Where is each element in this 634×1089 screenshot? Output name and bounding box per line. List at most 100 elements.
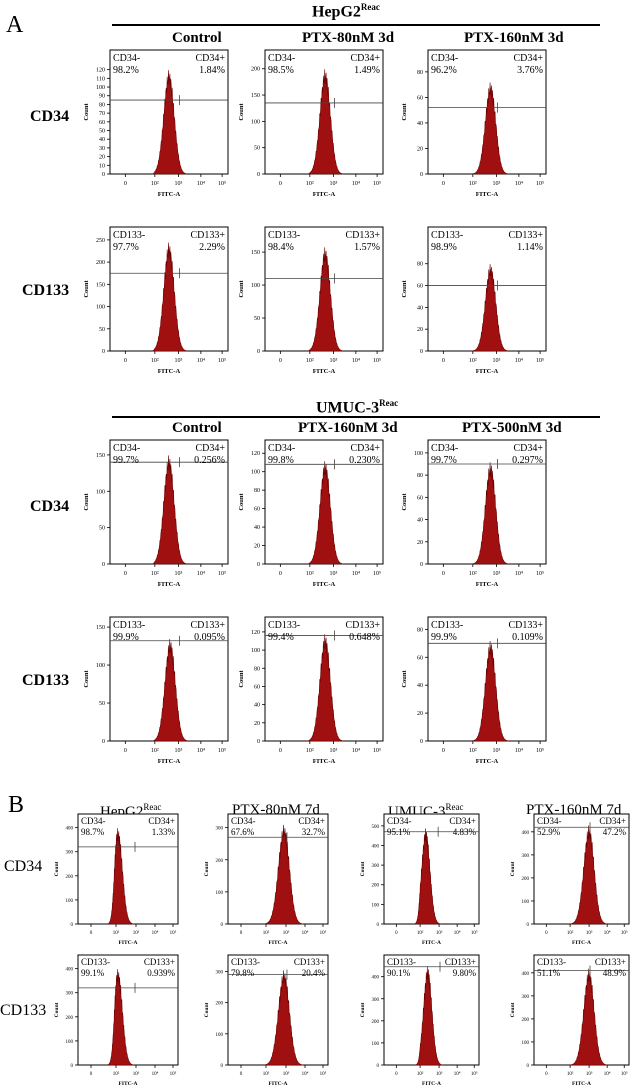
x-tick-label: 10²	[151, 748, 159, 754]
positive-gate-label: CD34+	[350, 443, 380, 454]
x-tick-label: 0	[124, 181, 127, 187]
x-tick-label: 10⁵	[170, 1071, 177, 1077]
x-axis-label: FITC-A	[313, 191, 336, 198]
y-tick-label: 0	[420, 172, 423, 178]
histogram-population	[307, 69, 344, 175]
y-tick-label: 200	[372, 1020, 380, 1025]
y-axis-label: Count	[510, 861, 516, 876]
positive-gate-label: CD133+	[190, 620, 225, 631]
positive-gate-percent: 1.14%	[517, 242, 543, 253]
y-tick-label: 100	[66, 1040, 74, 1045]
x-tick-label: 0	[90, 1072, 93, 1077]
y-axis-label: Count	[238, 492, 245, 510]
x-tick-label: 10²	[306, 358, 314, 364]
y-tick-label: 400	[66, 968, 74, 973]
x-tick-label: 10⁴	[352, 358, 360, 364]
negative-gate-percent: 98.2%	[113, 65, 139, 76]
y-tick-label: 50	[99, 327, 105, 333]
positive-gate-label: CD34+	[449, 816, 476, 826]
col-title-umuc3-control: Control	[172, 420, 222, 436]
y-tick-label: 0	[257, 739, 260, 745]
negative-gate-label: CD133-	[431, 230, 463, 241]
positive-gate-label: CD34+	[298, 816, 325, 826]
positive-gate-percent: 0.297%	[512, 455, 543, 466]
x-tick-label: 10²	[417, 1071, 424, 1077]
x-tick-label: 10⁴	[604, 1071, 611, 1077]
x-tick-label: 0	[395, 1072, 398, 1077]
x-tick-label: 10³	[493, 358, 501, 364]
panel-b-letter: B	[8, 792, 25, 818]
negative-gate-percent: 99.9%	[431, 632, 457, 643]
x-tick-label: 0	[442, 358, 445, 364]
row-label-a-hepg2-cd133: CD133	[22, 282, 70, 299]
negative-gate-percent: 95.1%	[387, 827, 411, 837]
y-tick-label: 200	[96, 260, 105, 266]
x-tick-label: 10⁵	[170, 930, 177, 936]
y-tick-label: 0	[527, 1064, 530, 1069]
histogram-population	[107, 828, 134, 925]
x-tick-label: 10²	[263, 1071, 270, 1077]
group-title-hepg2: HepG2Reac	[312, 2, 380, 21]
x-tick-label: 0	[395, 931, 398, 936]
x-tick-label: 10³	[493, 181, 501, 187]
x-tick-label: 10²	[306, 181, 314, 187]
flow-histogram-18: 0 100 200 300 0 10² 10³ 10⁴ 10⁵ FITC-A Count CD133-…	[204, 954, 329, 1087]
y-tick-label: 50	[99, 701, 105, 707]
y-tick-label: 100	[96, 663, 105, 669]
negative-gate-percent: 79.8%	[231, 968, 255, 978]
y-tick-label: 100	[216, 1033, 224, 1038]
negative-gate-label: CD34-	[268, 53, 295, 64]
x-tick-label: 0	[279, 571, 282, 577]
y-tick-label: 100	[96, 85, 105, 91]
y-tick-label: 20	[99, 155, 105, 161]
x-tick-label: 10⁵	[471, 1071, 478, 1077]
x-axis-label: FITC-A	[572, 940, 591, 946]
x-tick-label: 0	[240, 931, 243, 936]
y-axis-label: Count	[238, 669, 245, 687]
x-tick-label: 10³	[330, 358, 338, 364]
x-tick-label: 0	[124, 358, 127, 364]
x-tick-label: 10⁵	[373, 358, 381, 364]
x-axis-label: FITC-A	[476, 758, 499, 765]
y-tick-label: 200	[216, 1002, 224, 1007]
row-label-a-umuc3-cd34: CD34	[30, 498, 70, 515]
negative-gate-percent: 98.4%	[268, 242, 294, 253]
x-tick-label: 0	[240, 1072, 243, 1077]
x-axis-label: FITC-A	[269, 1081, 288, 1087]
y-tick-label: 80	[254, 488, 260, 494]
x-tick-label: 10⁴	[302, 930, 309, 936]
positive-gate-label: CD34+	[513, 443, 543, 454]
y-tick-label: 200	[66, 875, 74, 880]
negative-gate-percent: 98.7%	[81, 827, 105, 837]
y-tick-label: 150	[96, 625, 105, 631]
x-tick-label: 10²	[151, 571, 159, 577]
col-title-hepg2-ptx160: PTX-160nM 3d	[464, 30, 564, 46]
y-tick-label: 200	[66, 1016, 74, 1021]
positive-gate-percent: 9.80%	[453, 968, 477, 978]
flow-histogram-3: 0 20 40 60 80 0 10² 10³ 10⁴ 10⁵ FITC-A Count CD34-96…	[401, 49, 547, 198]
group-underline-hepg2	[112, 24, 600, 26]
x-tick-label: 10²	[151, 358, 159, 364]
x-tick-label: 10⁴	[197, 571, 205, 577]
x-tick-label: 10⁴	[152, 1071, 159, 1077]
x-tick-label: 10²	[263, 930, 270, 936]
plot-frame	[77, 813, 179, 925]
x-tick-label: 10⁵	[218, 181, 226, 187]
y-axis-label: Count	[401, 492, 408, 510]
y-tick-label: 0	[71, 1064, 74, 1069]
x-axis-label: FITC-A	[572, 1081, 591, 1087]
y-tick-label: 10	[99, 163, 105, 169]
positive-gate-label: CD133+	[144, 957, 175, 967]
y-tick-label: 300	[216, 970, 224, 975]
histogram-population	[472, 641, 509, 742]
positive-gate-percent: 1.84%	[199, 65, 225, 76]
x-tick-label: 10⁴	[197, 181, 205, 187]
y-tick-label: 80	[417, 627, 423, 633]
y-tick-label: 120	[251, 451, 260, 457]
x-tick-label: 10³	[133, 930, 140, 936]
y-tick-label: 20	[254, 721, 260, 727]
x-tick-label: 10⁴	[454, 1071, 461, 1077]
y-axis-label: Count	[401, 102, 408, 120]
x-tick-label: 0	[279, 358, 282, 364]
